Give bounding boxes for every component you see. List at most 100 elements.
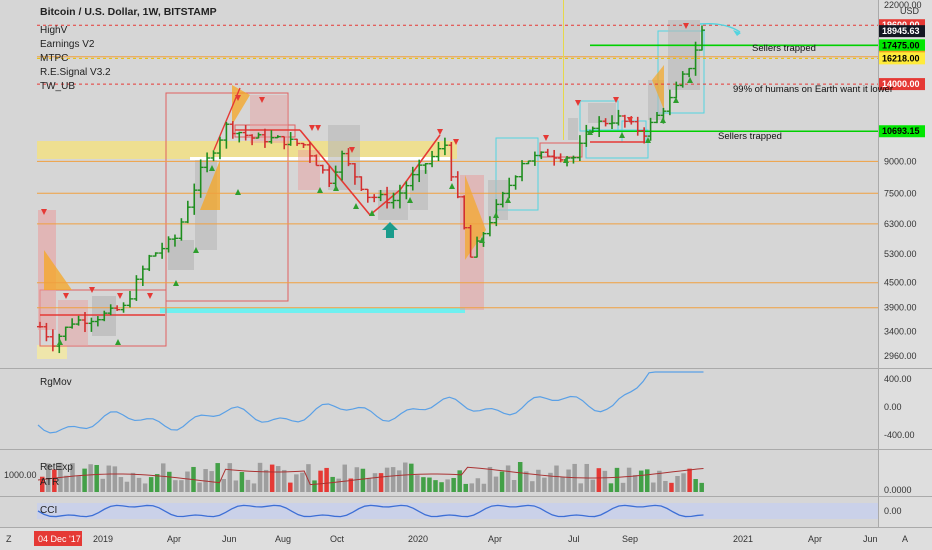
indicator-label[interactable]: TW_UB	[40, 81, 75, 92]
main-pane-bg	[0, 0, 878, 368]
retexp-bar	[548, 472, 553, 492]
retexp-bar	[40, 476, 45, 492]
retexp-bar	[378, 473, 384, 492]
price-tag-label: 18945.63	[882, 26, 920, 36]
retexp-bar	[112, 466, 118, 492]
price-axis-tick: 5300.00	[884, 249, 917, 259]
price-tag	[879, 125, 925, 138]
price-tag	[879, 78, 925, 91]
retexp-bar	[524, 471, 529, 492]
retexp-bar	[148, 477, 154, 492]
price-tag-label: 10693.15	[882, 126, 920, 136]
retexp-bar	[288, 482, 293, 492]
retexp-bar	[100, 478, 105, 492]
candle	[287, 132, 294, 146]
time-axis-tick: Aug	[275, 534, 291, 544]
candle	[544, 148, 551, 157]
cci-band	[37, 503, 878, 519]
candle	[223, 121, 230, 149]
candle	[551, 149, 558, 166]
retexp-bar	[645, 469, 650, 492]
sell-signal-marker	[575, 100, 581, 106]
price-axis-tick: 6300.00	[884, 219, 917, 229]
retexp-bar	[136, 477, 142, 492]
time-axis-left-marker[interactable]: Z	[6, 534, 12, 544]
candle	[396, 184, 403, 209]
indicator-label[interactable]: R.E.Signal V3.2	[40, 67, 111, 78]
candle	[441, 137, 448, 156]
retexp-bar	[130, 472, 136, 492]
retexp-bar	[409, 463, 414, 492]
price-axis-tick: 2960.00	[884, 351, 917, 361]
retexp-bar	[275, 466, 281, 492]
buy-signal-marker	[687, 77, 693, 83]
retexp-bar	[318, 470, 323, 492]
candle	[62, 326, 69, 341]
buy-signal-marker	[57, 339, 63, 345]
candle	[107, 304, 114, 316]
buy-signal-marker	[407, 197, 413, 203]
retexp-bar	[46, 463, 51, 492]
candle	[159, 242, 166, 259]
retexp-bar	[300, 472, 305, 492]
candle	[448, 142, 455, 181]
rgmov-line	[37, 371, 704, 434]
price-tag	[879, 25, 925, 38]
retexp-bar	[608, 483, 614, 492]
sell-signal-marker	[683, 23, 689, 29]
retexp-bar	[536, 469, 541, 492]
candle	[512, 175, 519, 190]
retexp-bar	[415, 475, 420, 492]
price-tag	[879, 52, 925, 65]
indicator-label[interactable]: MTPC	[40, 53, 68, 64]
indicator-label[interactable]: HighV	[40, 25, 68, 36]
candle	[519, 160, 526, 182]
candle	[184, 200, 191, 224]
retexp-bar	[457, 470, 462, 492]
rgmov-axis-tick: 0.00	[884, 402, 902, 412]
buy-signal-marker	[645, 137, 651, 143]
candle	[609, 115, 616, 130]
retexp-bar	[669, 482, 674, 492]
currency-label: USD	[900, 6, 920, 16]
candle	[615, 109, 622, 126]
retexp-bar	[530, 481, 535, 492]
candle	[43, 322, 50, 342]
buy-signal-marker	[660, 117, 666, 123]
retexp-bar	[348, 478, 354, 492]
sell-signal-marker	[453, 139, 459, 145]
buy-signal-marker	[449, 183, 455, 189]
retexp-bar	[554, 465, 559, 492]
sell-signal-marker	[437, 129, 443, 135]
retexp-bar	[439, 482, 444, 492]
candle	[525, 160, 532, 165]
retexp-bar	[233, 480, 239, 492]
candle	[641, 127, 648, 144]
cyan-box	[495, 137, 539, 211]
price-tag-label: 17475.00	[882, 40, 920, 50]
candle	[242, 125, 249, 141]
retexp-bar	[306, 464, 311, 492]
retexp-bar	[52, 469, 57, 492]
buy-signal-marker	[173, 280, 179, 286]
retexp-bar	[257, 462, 263, 492]
sell-signal-marker	[63, 293, 69, 299]
retexp-bar	[124, 481, 130, 492]
zigzag-line	[213, 87, 241, 151]
indicator-label[interactable]: Earnings V2	[40, 39, 95, 50]
candle	[94, 316, 101, 327]
candle	[306, 142, 313, 163]
buy-signal-marker	[505, 197, 511, 203]
retexp-bar	[94, 464, 99, 492]
candle	[120, 302, 127, 313]
candle	[101, 310, 108, 322]
time-axis-right-marker[interactable]: A	[902, 534, 908, 544]
retexp-bar	[403, 462, 408, 492]
time-axis-tick: Jul	[568, 534, 580, 544]
retexp-bar	[396, 470, 402, 492]
candle	[49, 329, 56, 352]
retexp-bar	[167, 471, 172, 492]
retexp-bar	[463, 483, 468, 492]
sell-signal-marker	[147, 293, 153, 299]
retexp-bar	[245, 479, 251, 492]
